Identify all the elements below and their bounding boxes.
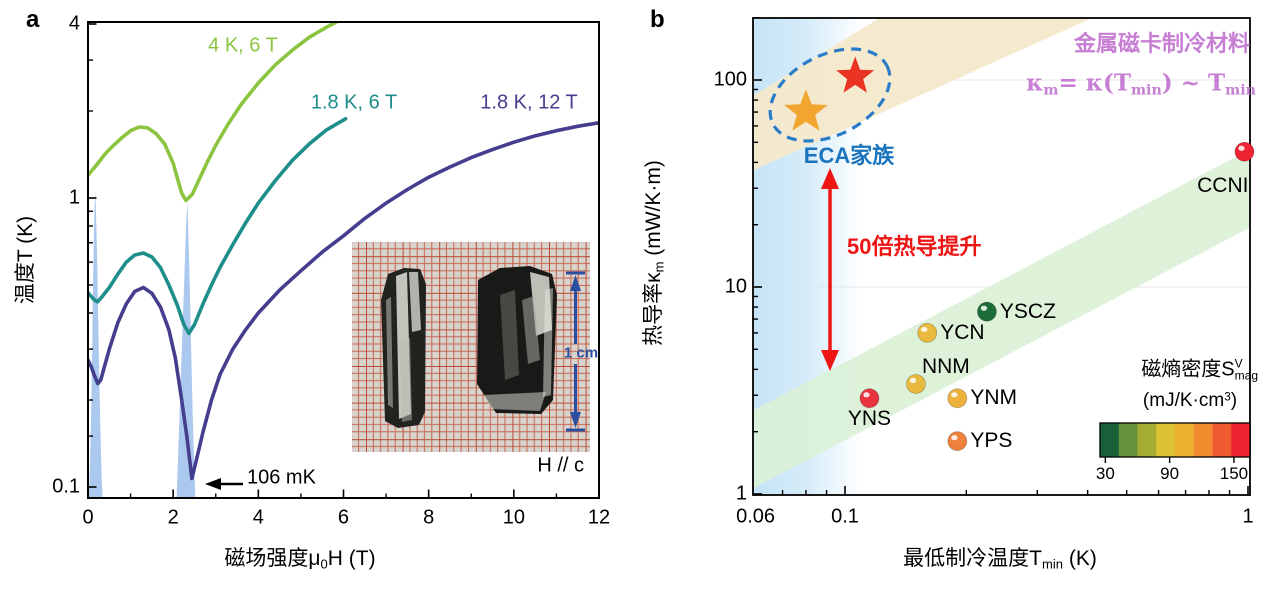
panel-b-title: 金属磁卡制冷材料 (1073, 31, 1250, 56)
data-point-YCN (917, 323, 938, 343)
point-label-YSCZ: YSCZ (999, 299, 1056, 323)
star-marker-ECA-star-red (836, 56, 875, 93)
panel-a-plot (87, 21, 600, 499)
panel-a-y-axis-label: 温度T (K) (14, 215, 37, 305)
data-point-highlight-YNS (863, 392, 870, 398)
panel-b-x-axis-label: 最低制冷温度Tmin (K) (903, 547, 1097, 572)
y-tick-label-a-1: 1 (68, 186, 80, 209)
panel-b-plot (752, 16, 1255, 496)
data-point-highlight-CCNI (1238, 145, 1245, 151)
data-point-highlight-YPS (951, 435, 958, 441)
data-point-YPS (947, 431, 968, 452)
curve-label-1.8-K-6-T: 1.8 K, 6 T (310, 91, 398, 114)
point-label-YCN: YCN (940, 320, 985, 344)
colorbar-segment-6 (1193, 423, 1213, 457)
colorbar-tick-label-90: 90 (1160, 464, 1180, 483)
y-tick-label-b-10: 10 (724, 275, 747, 298)
panel-b-frame (752, 17, 1251, 496)
x-tick-label-a-6: 6 (337, 506, 350, 529)
scale-bar-label: 1 cm (563, 344, 599, 362)
panel-b-y-axis-label: 热导率κm (mW/K·m) (642, 160, 667, 346)
data-point-YSCZ (977, 301, 997, 322)
data-point-highlight-YCN (921, 326, 928, 333)
shaded-band-2 (176, 199, 196, 498)
point-label-YNS: YNS (847, 407, 892, 431)
colorbar-frame (1099, 422, 1251, 458)
colorbar-segment-2 (1118, 423, 1138, 457)
shaded-band-1 (88, 190, 103, 498)
x-tick-label-b-1: 1 (1242, 505, 1254, 528)
panel-a-x-axis-label: 磁场强度μ0H (T) (224, 547, 376, 572)
x-tick-label-b-0.1: 0.1 (831, 505, 859, 528)
data-point-YNS (859, 388, 880, 409)
curve-label-4-K-6-T: 4 K, 6 T (208, 34, 278, 57)
y-tick-label-b-100: 100 (713, 68, 747, 91)
min-temp-arrow-head (205, 478, 221, 490)
colorbar-segment-3 (1137, 423, 1157, 457)
x-tick-label-a-4: 4 (252, 506, 264, 529)
colorbar-units: (mJ/K·cm3) (1142, 390, 1238, 411)
y-tick-label-a-0.1: 0.1 (52, 475, 80, 498)
data-point-highlight-YSCZ (980, 305, 988, 311)
y-tick-label-b-1: 1 (735, 482, 747, 505)
crystal-photo-inset (352, 242, 590, 452)
colorbar-segment-5 (1175, 423, 1195, 457)
conductivity-gain-label: 50倍热导提升 (847, 234, 982, 259)
x-tick-label-a-0: 0 (82, 506, 94, 529)
point-label-YNM: YNM (970, 386, 1017, 410)
colorbar-segment-1 (1100, 423, 1120, 457)
eca-group-ellipse (768, 47, 892, 143)
eca-family-label: ECA家族 (803, 143, 895, 168)
colorbar-tick-label-30: 30 (1095, 464, 1115, 483)
data-point-highlight-NNM (909, 377, 917, 384)
x-tick-label-a-12: 12 (587, 506, 611, 529)
y-tick-label-a-4: 4 (68, 12, 80, 35)
curve-1.8-K-12-T (88, 121, 599, 481)
data-point-highlight-YNM (951, 392, 958, 398)
curve-1.8-K-6-T (88, 117, 348, 336)
reference-trend-band (754, 150, 1249, 488)
x-tick-label-a-8: 8 (423, 506, 435, 529)
colorbar-segment-8 (1231, 423, 1251, 457)
min-temperature-annotation: 106 mK (247, 466, 316, 489)
panel-b-letter: b (650, 6, 665, 33)
gain-arrow-head-up (821, 168, 839, 189)
panel-b-formula: κm= κ(Tmin) ~ Tmin (1026, 69, 1256, 99)
point-label-NNM: NNM (921, 354, 970, 378)
colorbar-tick-label-150: 150 (1219, 464, 1249, 483)
x-tick-label-b-0.06: 0.06 (736, 505, 776, 528)
gain-arrow-head-down (821, 350, 839, 371)
curve-label-1.8-K-12-T: 1.8 K, 12 T (480, 91, 578, 114)
data-point-YNM (947, 388, 968, 409)
panel-a-letter: a (26, 6, 40, 33)
x-tick-label-a-2: 2 (167, 506, 179, 529)
eca-trend-band (754, 19, 1090, 170)
point-label-CCNI: CCNI (1197, 173, 1249, 197)
colorbar-segment-4 (1156, 423, 1176, 457)
data-point-CCNI (1234, 141, 1255, 162)
scale-bar-arrow (566, 271, 585, 432)
star-marker-ECA-star-orange (784, 89, 828, 131)
crystal-left (381, 268, 426, 428)
crystal-right (477, 266, 557, 414)
colorbar-segment-7 (1212, 423, 1232, 457)
field-direction-annotation: H // c (537, 454, 584, 477)
curve-4-K-6-T (88, 22, 341, 203)
point-label-YPS: YPS (970, 429, 1013, 453)
x-tick-label-a-10: 10 (502, 506, 525, 529)
